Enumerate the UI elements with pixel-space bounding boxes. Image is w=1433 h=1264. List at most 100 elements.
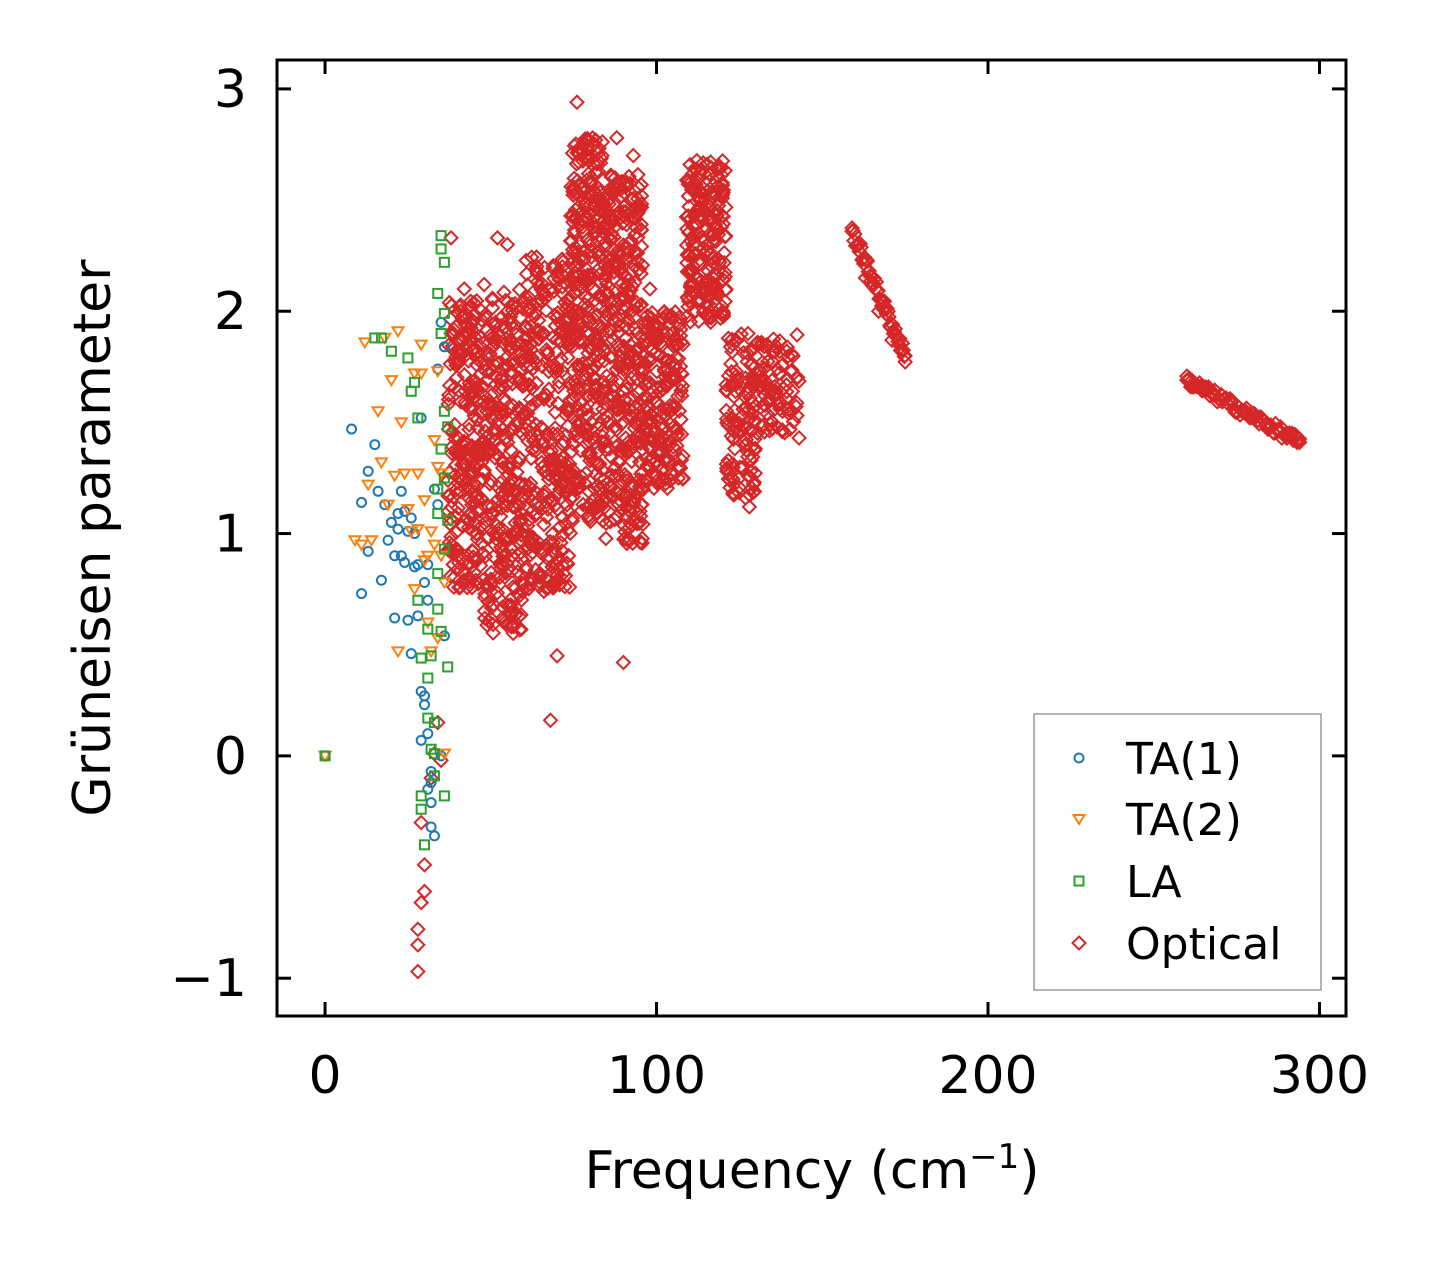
point-optical — [511, 449, 528, 466]
point-ta-1 — [419, 699, 431, 711]
point-optical — [771, 343, 788, 360]
point-optical — [487, 368, 504, 385]
point-optical — [582, 452, 598, 469]
point-optical — [621, 168, 637, 185]
point-optical — [568, 185, 585, 202]
point-optical — [661, 369, 678, 386]
point-optical — [728, 367, 745, 384]
point-optical — [490, 412, 507, 429]
point-optical — [507, 607, 524, 623]
point-optical — [413, 814, 430, 831]
point-optical — [607, 198, 624, 214]
point-ta-1 — [438, 341, 450, 353]
point-optical — [523, 428, 540, 444]
point-ta-1 — [392, 523, 404, 535]
point-optical — [715, 305, 732, 321]
point-optical — [602, 392, 619, 409]
point-optical — [613, 307, 630, 324]
point-optical — [563, 443, 580, 460]
point-ta-2 — [374, 457, 389, 470]
point-optical — [567, 427, 584, 444]
point-optical — [622, 175, 639, 192]
point-optical — [709, 267, 725, 284]
point-la — [419, 839, 431, 851]
point-ta-2 — [413, 339, 429, 352]
point-optical — [511, 587, 528, 604]
point-optical — [569, 403, 586, 419]
point-optical — [666, 369, 683, 386]
point-optical — [494, 495, 511, 512]
point-optical — [585, 388, 602, 405]
point-ta-1 — [422, 783, 434, 795]
legend: TA(1) TA(2) LA Optical — [1033, 713, 1322, 991]
point-optical — [774, 357, 790, 374]
point-ta-1 — [432, 499, 444, 511]
point-optical — [529, 274, 546, 291]
point-optical — [523, 450, 540, 467]
point-optical — [485, 548, 502, 565]
point-optical — [505, 397, 521, 414]
point-optical — [640, 472, 657, 488]
point-optical — [726, 440, 743, 457]
point-optical — [610, 204, 627, 221]
point-optical — [651, 384, 668, 400]
point-optical — [519, 528, 536, 544]
point-optical — [674, 471, 691, 487]
point-optical — [478, 363, 494, 380]
point-optical — [445, 424, 461, 441]
point-optical — [678, 209, 695, 225]
point-optical — [578, 465, 594, 482]
point-optical — [656, 310, 672, 327]
point-optical — [729, 415, 746, 432]
point-optical — [602, 349, 619, 365]
point-optical — [598, 515, 615, 532]
point-optical — [540, 579, 557, 596]
point-optical — [640, 316, 657, 333]
point-optical — [536, 285, 553, 302]
point-optical — [578, 150, 595, 167]
legend-label-optical: Optical — [1126, 919, 1281, 970]
axis-ticks: 0 100 200 300 −1 0 1 2 3 — [170, 60, 1369, 1106]
point-la — [385, 345, 397, 357]
point-optical — [606, 184, 623, 201]
point-optical — [562, 233, 579, 249]
point-optical — [692, 293, 709, 310]
point-optical — [744, 395, 761, 412]
point-la — [415, 803, 427, 815]
point-optical — [474, 535, 490, 552]
point-optical — [670, 350, 687, 367]
point-optical — [468, 356, 485, 373]
point-optical — [518, 330, 535, 346]
point-la — [428, 770, 440, 782]
point-la — [402, 352, 414, 364]
point-ta-1 — [435, 316, 447, 328]
point-ta-2 — [397, 468, 412, 481]
point-ta-2 — [420, 617, 436, 630]
point-optical — [594, 461, 611, 478]
point-optical — [713, 166, 730, 183]
point-optical — [607, 418, 624, 435]
point-optical — [500, 466, 517, 483]
point-optical — [468, 345, 485, 361]
point-optical — [701, 289, 718, 305]
point-optical — [452, 393, 469, 410]
point-optical — [513, 592, 530, 608]
point-optical — [637, 377, 654, 393]
point-optical — [562, 336, 579, 353]
point-optical — [570, 198, 587, 215]
point-optical — [584, 280, 601, 297]
point-optical — [483, 473, 500, 489]
point-optical — [517, 414, 534, 431]
point-optical — [633, 221, 650, 238]
point-optical — [442, 515, 458, 532]
point-optical — [564, 207, 581, 224]
point-optical — [629, 205, 646, 222]
point-optical — [569, 94, 585, 111]
point-optical — [669, 388, 686, 405]
point-ta-1 — [422, 728, 434, 740]
point-optical — [673, 452, 690, 468]
point-optical — [456, 366, 473, 383]
point-optical — [615, 203, 632, 220]
point-optical — [615, 531, 632, 548]
point-optical — [484, 498, 501, 515]
